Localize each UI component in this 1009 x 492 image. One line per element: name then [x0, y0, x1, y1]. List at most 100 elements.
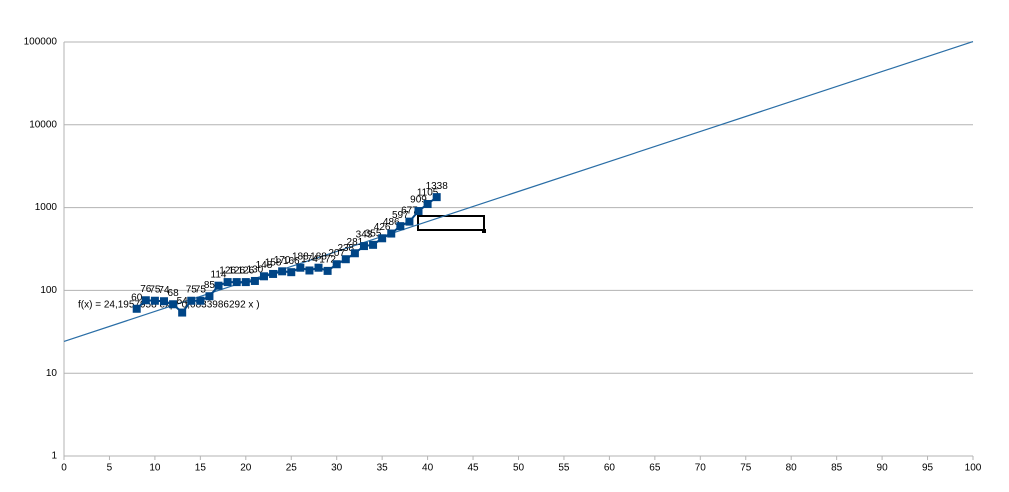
point — [287, 268, 296, 277]
point — [323, 266, 332, 275]
data-label: 74 — [158, 285, 170, 296]
data-label: 172 — [319, 255, 336, 266]
y-tick-label: 10 — [46, 368, 58, 379]
data-label: 170 — [274, 255, 291, 266]
point — [159, 297, 168, 306]
point — [396, 222, 405, 231]
data-label: 114 — [211, 269, 227, 280]
data-label: 158 — [265, 258, 282, 269]
data-label: 207 — [328, 248, 345, 259]
trendline — [63, 40, 974, 342]
x-tick-label: 50 — [513, 463, 525, 474]
series-line — [136, 196, 438, 315]
y-tick-label: 100 — [40, 285, 57, 296]
point — [378, 234, 387, 243]
point — [414, 207, 423, 216]
x-tick-label: 25 — [286, 463, 298, 474]
x-tick-label: 70 — [695, 463, 707, 474]
data-label: 85 — [204, 280, 216, 291]
x-tick-label: 85 — [831, 463, 843, 474]
point — [350, 249, 359, 258]
point — [196, 296, 205, 305]
y-tick-label: 100000 — [24, 37, 58, 48]
x-tick-label: 15 — [195, 463, 207, 474]
point — [423, 200, 432, 209]
point — [169, 300, 178, 309]
point — [305, 266, 314, 275]
data-label: 188 — [310, 251, 327, 262]
x-tick-label: 10 — [149, 463, 161, 474]
trendline-equation: f(x) = 24,1957958 exp( 0,0833986292 x ) — [78, 300, 260, 311]
point — [241, 278, 250, 287]
data-label: 909 — [410, 195, 427, 206]
data-label: 166 — [283, 256, 300, 267]
x-tick-label: 5 — [107, 463, 113, 474]
data-label: 174 — [301, 254, 318, 265]
y-tick-label: 1 — [51, 451, 57, 462]
y-tick-label: 1000 — [35, 202, 58, 213]
data-label: 1105 — [417, 188, 439, 199]
data-label: 126 — [237, 266, 254, 277]
x-tick-label: 90 — [877, 463, 889, 474]
shape-outline — [417, 215, 485, 231]
x-tick-label: 60 — [604, 463, 616, 474]
data-label: 677 — [401, 205, 418, 216]
x-tick-label: 20 — [240, 463, 252, 474]
plot: 1 10 100 1000 10000 100000 0 5 10 15 20 25 30 35 40 45 5… — [24, 37, 982, 474]
point — [341, 255, 350, 264]
data-label: 343 — [356, 230, 373, 241]
data-label: 75 — [195, 284, 207, 295]
point — [132, 304, 141, 313]
x-tick-label: 75 — [740, 463, 752, 474]
shape-handle — [482, 229, 486, 233]
data-label: 355 — [365, 228, 382, 239]
point — [250, 276, 259, 285]
point — [369, 240, 378, 249]
point — [150, 296, 159, 305]
data-label: 126 — [219, 266, 236, 277]
x-tick-label: 95 — [922, 463, 934, 474]
point — [141, 296, 150, 305]
x-tick-label: 65 — [649, 463, 661, 474]
data-label: 188 — [292, 251, 309, 262]
data-label: 238 — [337, 243, 354, 254]
point — [405, 217, 414, 226]
point — [278, 267, 287, 276]
x-tick-label: 0 — [61, 463, 67, 474]
data-label: 54 — [177, 296, 189, 307]
data-label: 597 — [392, 210, 409, 221]
x-tick-label: 55 — [558, 463, 570, 474]
point — [259, 272, 268, 281]
point — [359, 242, 368, 251]
data-label: 60 — [131, 292, 143, 303]
x-tick-label: 80 — [786, 463, 798, 474]
data-label: 426 — [374, 222, 391, 233]
x-tick-label: 40 — [422, 463, 434, 474]
x-tick-label: 30 — [331, 463, 343, 474]
data-label: 1338 — [426, 181, 449, 192]
point — [296, 263, 305, 272]
data-label: 281 — [347, 237, 364, 248]
point — [387, 229, 396, 238]
y-tick-label: 10000 — [29, 119, 57, 130]
data-label: 130 — [247, 265, 264, 276]
point — [205, 292, 214, 301]
data-label: 68 — [168, 288, 180, 299]
data-label: 148 — [256, 260, 273, 271]
x-tick-label: 45 — [467, 463, 479, 474]
point — [187, 296, 196, 305]
data-label: 126 — [228, 266, 245, 277]
x-tick-label: 100 — [965, 463, 982, 474]
point — [314, 263, 323, 272]
data-label: 76 — [140, 284, 152, 295]
data-label: 75 — [149, 284, 161, 295]
x-tick-label: 35 — [377, 463, 389, 474]
data-label: 75 — [186, 284, 198, 295]
data-label: 486 — [383, 217, 400, 228]
point — [332, 260, 341, 269]
point — [214, 281, 223, 290]
point — [269, 269, 278, 278]
point — [232, 278, 241, 287]
point — [178, 308, 187, 317]
